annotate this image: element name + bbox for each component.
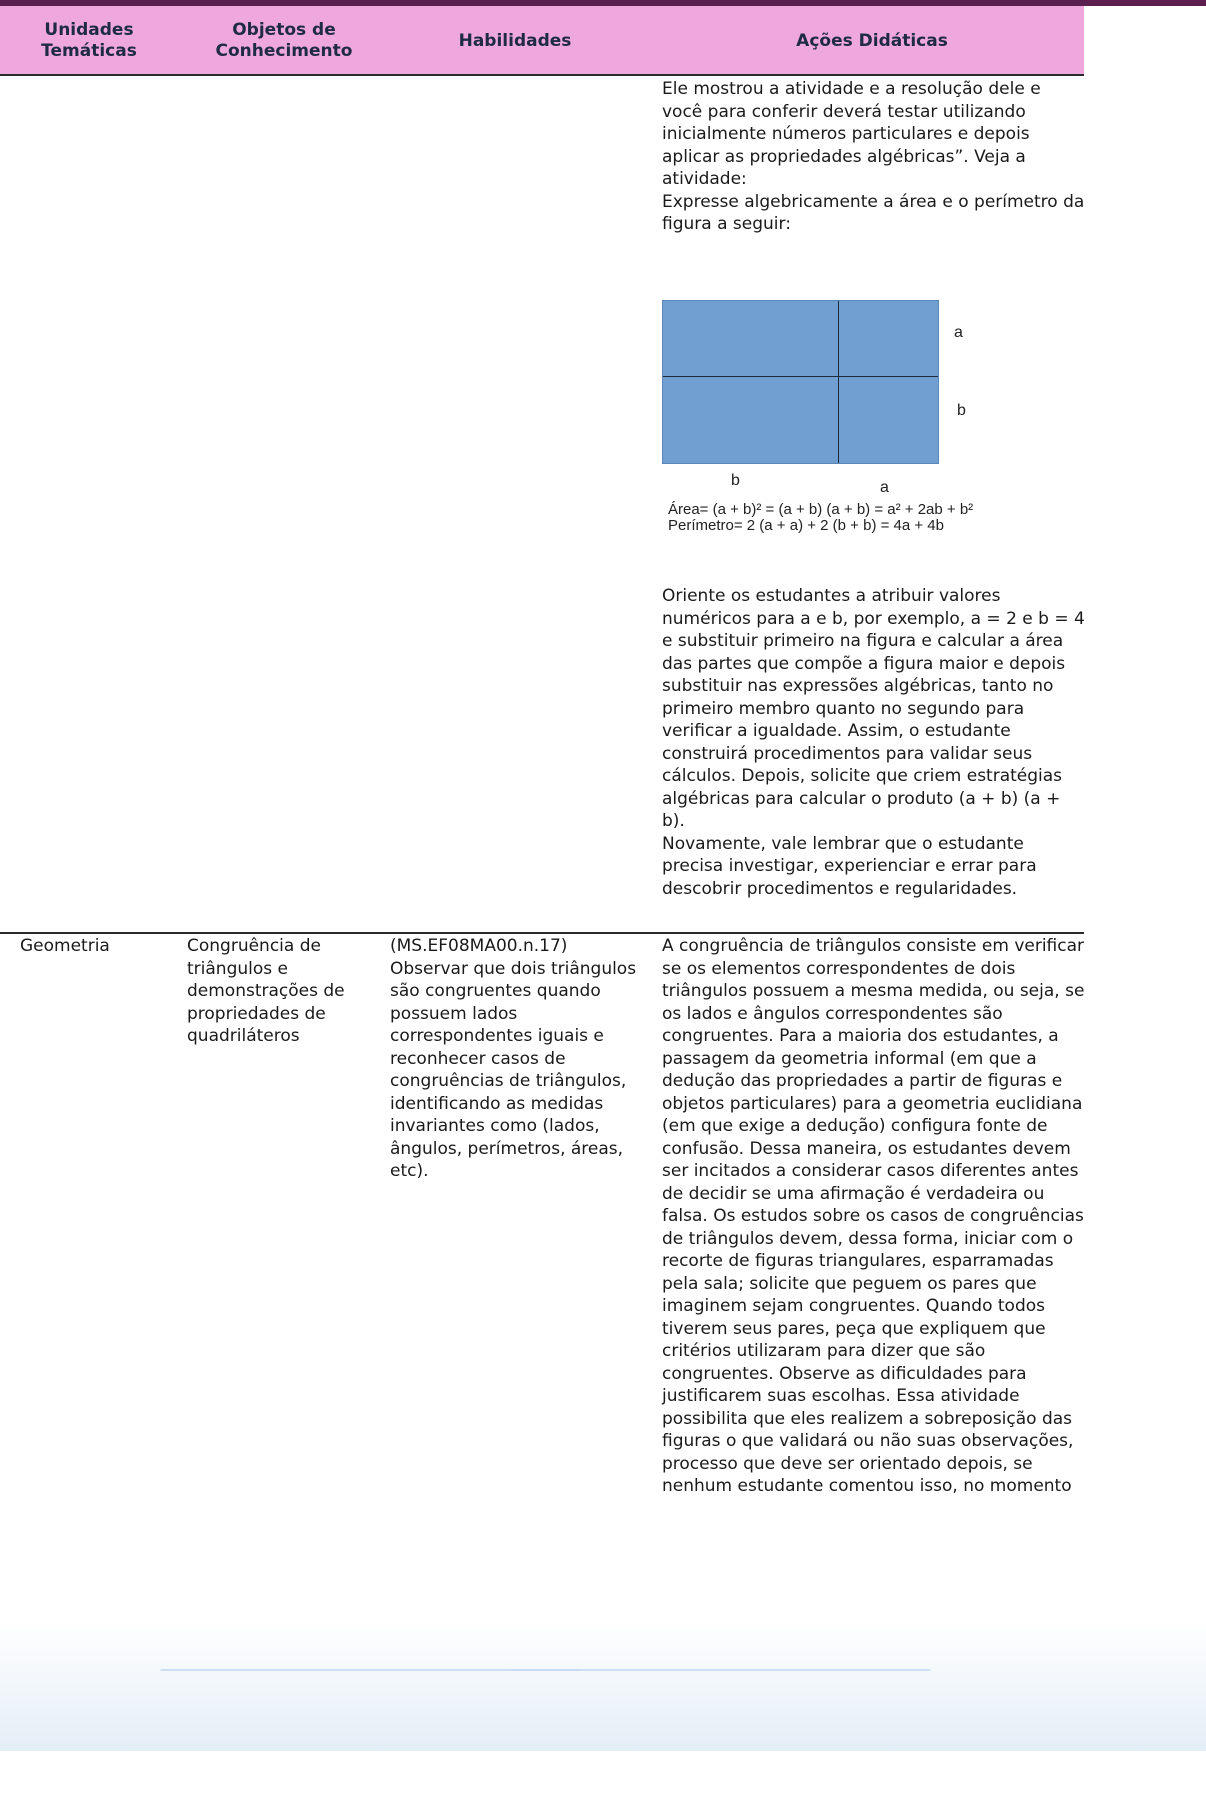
cell-acao-didatica: A congruência de triângulos consiste em … [662, 936, 1085, 1496]
header-objetos-de-conhecimento: Objetos de Conhecimento [215, 20, 353, 61]
cell-objeto-de-conhecimento: Congruência de triângulos e demonstraçõe… [187, 936, 345, 1046]
figure-label-right-bottom: b [957, 402, 966, 419]
action-intro-text: Ele mostrou a atividade e a resolução de… [662, 79, 1085, 234]
action-guidance-text: Oriente os estudantes a atribuir valores… [662, 586, 1085, 899]
header-acoes-didaticas: Ações Didáticas [796, 30, 948, 51]
header-unidades-tematicas: Unidades Temáticas [41, 20, 137, 61]
figure-label-right-top: a [954, 324, 963, 341]
cell-unidade-tematica: Geometria [20, 936, 110, 956]
rectangle-figure [662, 300, 939, 464]
cell-habilidade: (MS.EF08MA00.n.17) Observar que dois tri… [390, 936, 637, 1181]
figure-label-bottom-right: a [880, 479, 889, 496]
table-header: Unidades Temáticas Objetos de Conhecimen… [0, 6, 1084, 76]
header-habilidades: Habilidades [458, 30, 572, 51]
watermark-shape [429, 1669, 931, 1811]
background-watermark [0, 1621, 1206, 1811]
perimeter-formula: Perímetro= 2 (a + a) + 2 (b + b) = 4a + … [668, 517, 944, 534]
figure-label-bottom-left: b [731, 472, 740, 489]
row-divider [0, 932, 1084, 934]
figure-horizontal-divider [663, 376, 938, 377]
area-formula: Área= (a + b)² = (a + b) (a + b) = a² + … [668, 501, 974, 518]
top-border [0, 0, 1206, 6]
figure-vertical-divider [838, 301, 839, 463]
